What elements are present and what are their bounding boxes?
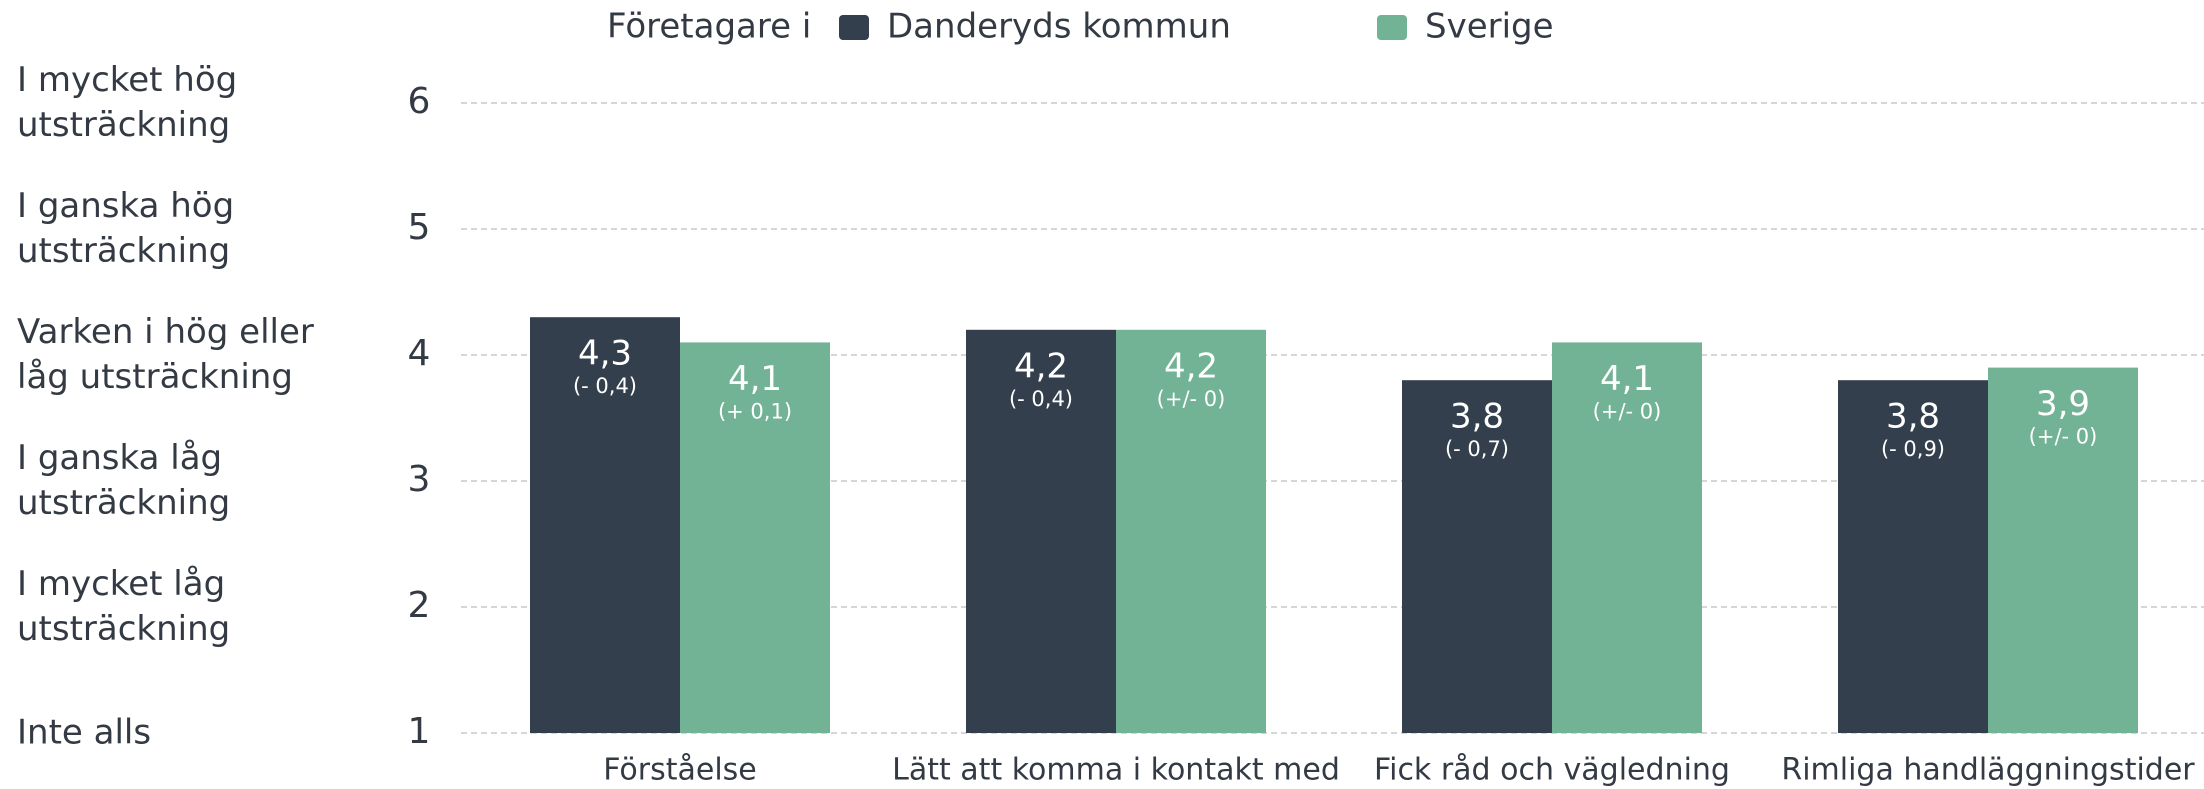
scale-label: Inte alls — [17, 712, 152, 753]
bar — [680, 342, 830, 733]
scale-label: I mycket låg utsträckning — [17, 564, 231, 649]
bar — [1552, 342, 1702, 733]
scale-label: Varken i hög eller låg utsträckning — [17, 312, 314, 397]
x-tick-label: Fick råd och vägledning — [1374, 753, 1730, 788]
legend-swatch — [839, 15, 869, 40]
diff-label: (- 0,9) — [1881, 437, 1945, 461]
y-tick-label: 2 — [408, 585, 431, 626]
legend-label: Sverige — [1425, 7, 1554, 47]
value-label: 3,8 — [1886, 397, 1940, 437]
value-label: 4,1 — [1600, 359, 1654, 399]
value-label: 4,3 — [578, 334, 632, 374]
bar — [966, 329, 1116, 733]
scale-label: I ganska låg utsträckning — [17, 438, 231, 523]
diff-label: (- 0,4) — [573, 374, 637, 398]
legend-title: Företagare i — [607, 7, 811, 47]
y-tick-label: 5 — [408, 207, 431, 248]
legend-swatch — [1377, 15, 1407, 40]
diff-label: (- 0,7) — [1445, 437, 1509, 461]
scale-label: I ganska hög utsträckning — [17, 186, 235, 271]
bar — [1116, 329, 1266, 733]
bar — [1988, 367, 2138, 733]
y-tick-label: 6 — [408, 81, 431, 122]
diff-label: (+/- 0) — [1593, 399, 1662, 423]
x-tick-label: Rimliga handläggningstider — [1781, 753, 2195, 788]
bar — [1838, 380, 1988, 733]
value-label: 4,2 — [1014, 346, 1068, 386]
value-label: 4,1 — [728, 359, 782, 399]
value-label: 4,2 — [1164, 346, 1218, 386]
x-tick-label: Lätt att komma i kontakt med — [892, 753, 1340, 788]
value-label: 3,8 — [1450, 397, 1504, 437]
scale-label: I mycket hög utsträckning — [17, 60, 238, 145]
diff-label: (+/- 0) — [1157, 387, 1226, 411]
value-label: 3,9 — [2036, 384, 2090, 424]
y-tick-label: 4 — [408, 333, 431, 374]
y-tick-label: 3 — [408, 459, 431, 500]
diff-label: (+/- 0) — [2029, 425, 2098, 449]
x-tick-label: Förståelse — [603, 753, 757, 788]
diff-label: (+ 0,1) — [718, 399, 792, 423]
diff-label: (- 0,4) — [1009, 387, 1073, 411]
bar — [530, 317, 680, 733]
legend-label: Danderyds kommun — [887, 7, 1231, 47]
y-tick-label: 1 — [408, 711, 431, 752]
bar — [1402, 380, 1552, 733]
